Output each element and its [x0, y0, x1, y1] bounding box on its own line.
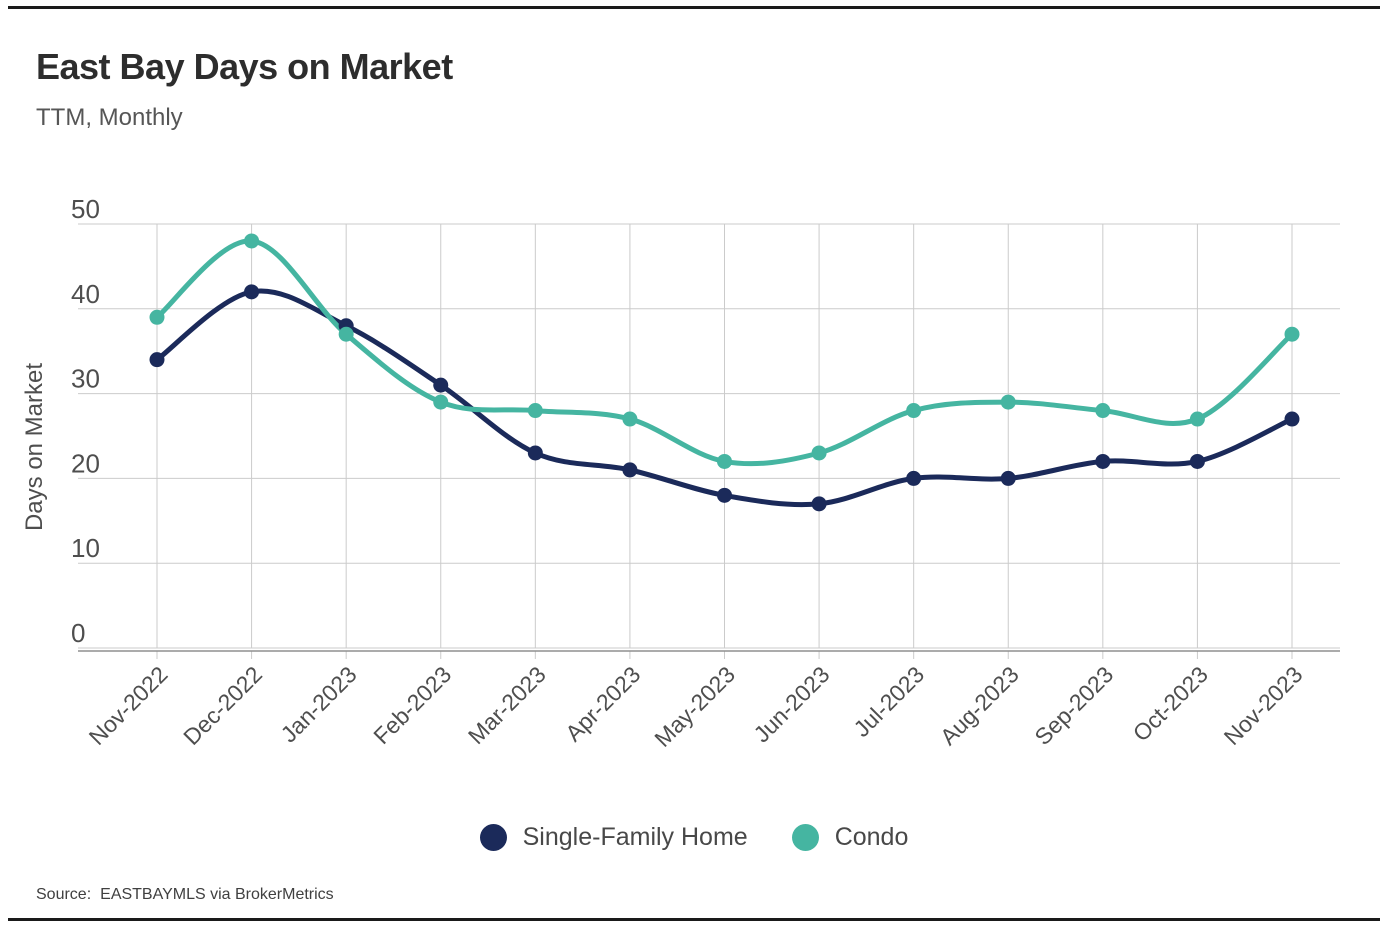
svg-text:Feb-2023: Feb-2023	[368, 661, 456, 749]
point-single-family-home	[433, 377, 449, 393]
svg-text:40: 40	[71, 279, 100, 309]
legend-label-condo: Condo	[834, 822, 909, 851]
y-gridlines	[78, 223, 1340, 649]
point-condo	[244, 233, 260, 249]
point-condo	[527, 403, 543, 419]
svg-text:Sep-2023: Sep-2023	[1029, 661, 1118, 750]
legend-swatch-single-family-icon	[479, 823, 507, 851]
top-border-rule	[8, 6, 1380, 9]
point-single-family-home	[622, 462, 638, 478]
svg-text:Jun-2023: Jun-2023	[748, 661, 834, 747]
point-condo	[1095, 403, 1111, 419]
point-condo	[1000, 394, 1016, 410]
source-note: Source: EASTBAYMLS via BrokerMetrics	[36, 886, 334, 904]
point-condo	[906, 403, 922, 419]
svg-text:50: 50	[71, 194, 100, 224]
point-condo	[433, 394, 449, 410]
svg-text:0: 0	[71, 618, 85, 648]
point-single-family-home	[149, 352, 165, 368]
svg-text:Oct-2023: Oct-2023	[1128, 661, 1213, 746]
point-single-family-home	[244, 284, 260, 300]
x-gridlines	[156, 224, 1293, 659]
chart-svg: 0 10 20 30 40 50 Nov-2022 Dec-2022 Jan-2023 Feb-…	[21, 194, 1340, 752]
point-condo	[1284, 326, 1300, 342]
svg-text:May-2023: May-2023	[649, 661, 740, 752]
svg-text:30: 30	[71, 364, 100, 394]
x-tick-labels: Nov-2022 Dec-2022 Jan-2023 Feb-2023 Mar-2023…	[84, 661, 1308, 752]
source-label: Source:	[36, 886, 92, 903]
chart-subtitle: TTM, Monthly	[36, 104, 183, 131]
svg-text:Jul-2023: Jul-2023	[848, 661, 929, 742]
svg-text:Jan-2023: Jan-2023	[275, 661, 361, 747]
point-single-family-home	[1095, 453, 1111, 469]
svg-text:Days on Market: Days on Market	[21, 363, 48, 531]
source-text: EASTBAYMLS via BrokerMetrics	[100, 886, 334, 903]
chart-title: East Bay Days on Market	[36, 46, 453, 87]
chart-legend: Single-Family Home Condo	[0, 812, 1388, 862]
svg-text:Nov-2023: Nov-2023	[1219, 661, 1308, 750]
point-condo	[717, 453, 732, 469]
point-condo	[338, 326, 354, 342]
svg-text:Nov-2022: Nov-2022	[84, 661, 173, 750]
point-condo	[622, 411, 638, 427]
bottom-border-rule	[8, 918, 1380, 921]
svg-text:10: 10	[71, 533, 100, 563]
point-single-family-home	[717, 487, 732, 503]
point-single-family-home	[906, 470, 922, 486]
point-condo	[811, 445, 827, 461]
legend-item-single-family-home: Single-Family Home	[479, 822, 748, 852]
svg-text:Apr-2023: Apr-2023	[560, 661, 645, 746]
legend-swatch-condo-icon	[791, 823, 819, 851]
point-single-family-home	[1000, 470, 1016, 486]
point-single-family-home	[811, 496, 827, 512]
series-points	[149, 233, 1300, 512]
point-single-family-home	[527, 445, 543, 461]
svg-text:Aug-2023: Aug-2023	[935, 661, 1024, 750]
y-tick-labels: 0 10 20 30 40 50	[71, 194, 100, 648]
svg-text:20: 20	[71, 448, 100, 478]
point-condo	[1189, 411, 1205, 427]
point-condo	[149, 309, 165, 325]
legend-item-condo: Condo	[791, 822, 909, 852]
point-single-family-home	[1189, 453, 1205, 469]
legend-label-single-family-home: Single-Family Home	[522, 822, 748, 851]
point-single-family-home	[1284, 411, 1300, 427]
y-axis-title: Days on Market	[21, 363, 48, 531]
svg-text:Mar-2023: Mar-2023	[463, 661, 551, 749]
svg-text:Dec-2022: Dec-2022	[178, 661, 267, 750]
